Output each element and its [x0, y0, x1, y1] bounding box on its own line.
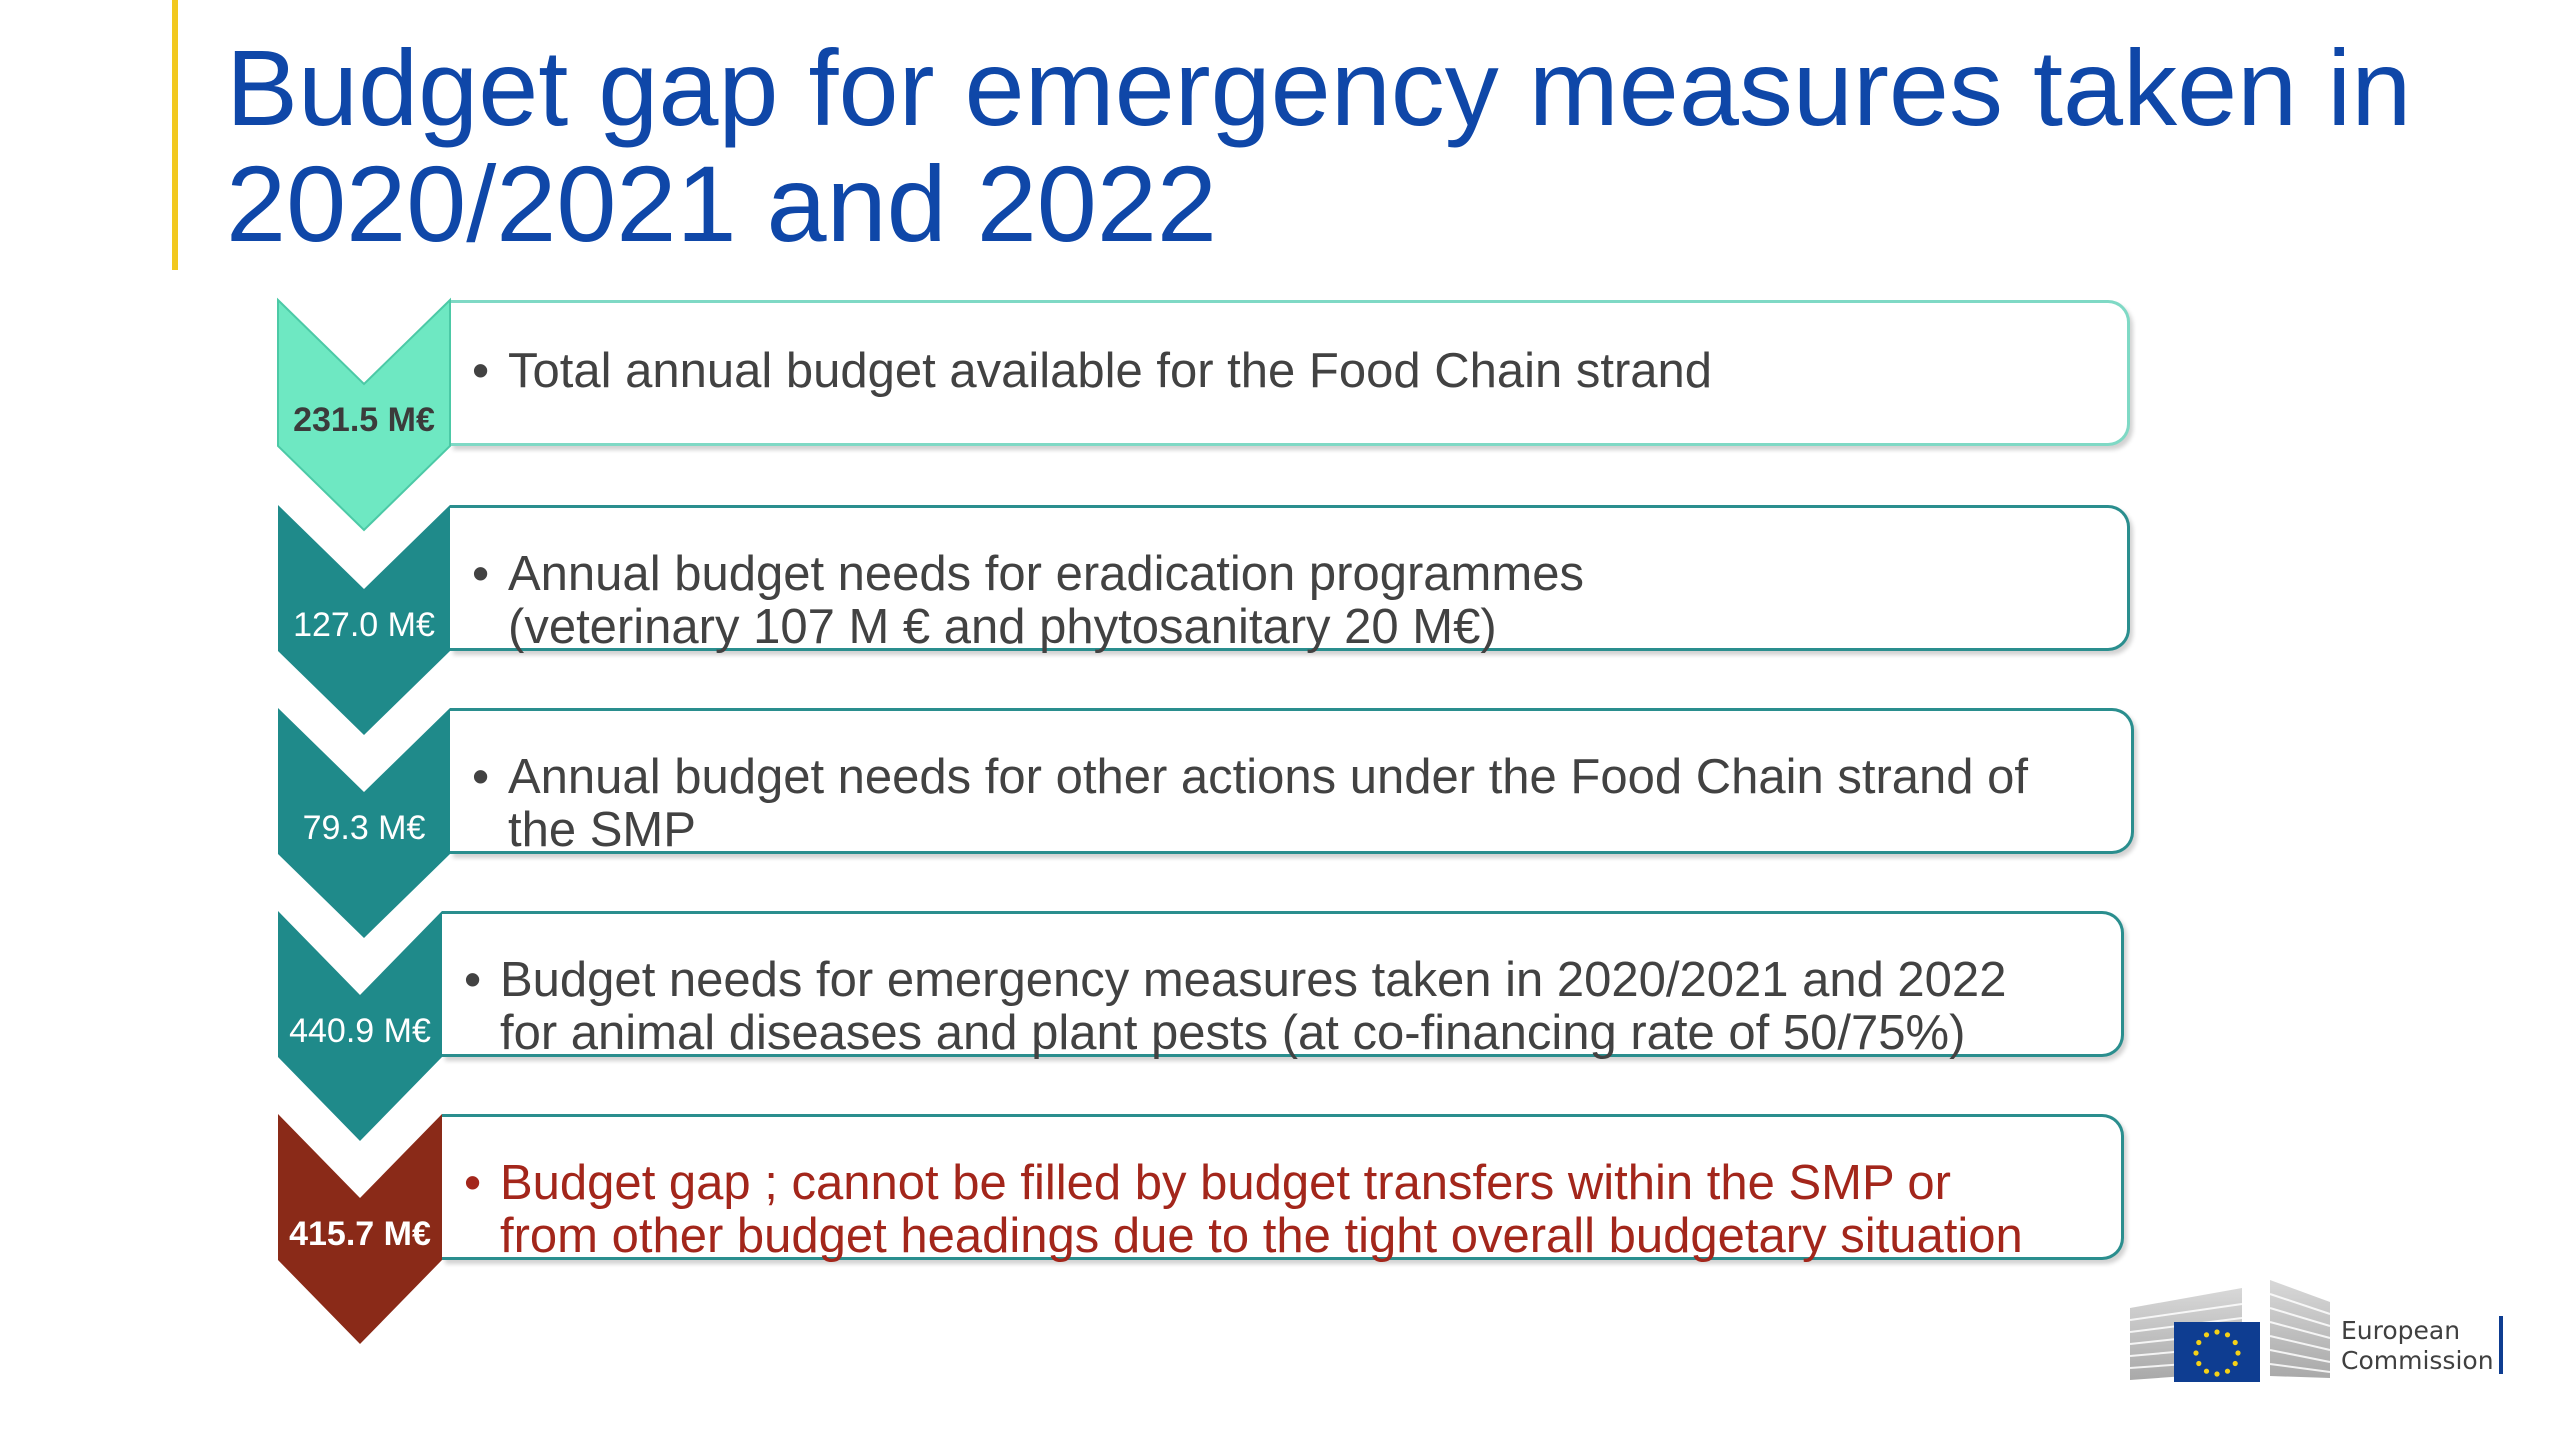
step-card-emergency-needs: • Budget needs for emergency measures ta…	[442, 911, 2124, 1060]
chevron-arrow-icon	[278, 911, 442, 1141]
title-accent-bar	[172, 0, 178, 270]
bullet-icon: •	[472, 344, 490, 398]
step-value-emergency-needs: 440.9 M€	[289, 1012, 431, 1050]
step-card-eradication: • Annual budget needs for eradication pr…	[450, 505, 2130, 654]
step-chevron-total-budget: 231.5 M€	[277, 297, 451, 532]
bullet-icon: •	[472, 547, 490, 601]
chevron-arrow-icon	[277, 297, 451, 532]
step-value-eradication: 127.0 M€	[293, 606, 435, 644]
step-line: Budget needs for emergency measures take…	[500, 953, 2007, 1007]
bullet-icon: •	[464, 953, 482, 1007]
step-line: Total annual budget available for the Fo…	[508, 344, 1713, 398]
step-card-budget-gap: • Budget gap ; cannot be filled by budge…	[442, 1114, 2124, 1263]
step-text-other-actions: • Annual budget needs for other actions …	[472, 751, 2115, 857]
step-line: for animal diseases and plant pests (at …	[500, 1006, 1966, 1060]
bullet-icon: •	[472, 750, 490, 804]
step-line: Annual budget needs for eradication prog…	[508, 547, 1584, 601]
step-chevron-eradication: 127.0 M€	[278, 505, 450, 735]
step-value-budget-gap: 415.7 M€	[289, 1215, 431, 1253]
step-line: Budget gap ; cannot be filled by budget …	[500, 1156, 1951, 1210]
step-text-budget-gap: • Budget gap ; cannot be filled by budge…	[464, 1157, 2105, 1263]
step-text-eradication: • Annual budget needs for eradication pr…	[472, 548, 2111, 654]
chevron-arrow-icon	[278, 505, 450, 735]
chevron-arrow-icon	[278, 708, 450, 938]
slide-title-line-1: Budget gap for emergency measures taken …	[226, 27, 2412, 148]
step-line: the SMP	[508, 803, 696, 857]
step-chevron-emergency-needs: 440.9 M€	[278, 911, 442, 1141]
logo-wordmark: European Commission	[2341, 1316, 2494, 1376]
step-line: Annual budget needs for other actions un…	[508, 750, 2029, 804]
logo-divider	[2499, 1316, 2503, 1374]
step-text-emergency-needs: • Budget needs for emergency measures ta…	[464, 954, 2105, 1060]
logo-line-1: European	[2341, 1316, 2461, 1345]
step-card-other-actions: • Annual budget needs for other actions …	[450, 708, 2134, 857]
chevron-arrow-icon	[278, 1114, 442, 1344]
step-chevron-budget-gap: 415.7 M€	[278, 1114, 442, 1344]
logo-line-2: Commission	[2341, 1346, 2494, 1375]
step-value-other-actions: 79.3 M€	[302, 809, 426, 847]
step-line: (veterinary 107 M € and phytosanitary 20…	[508, 600, 1497, 654]
european-commission-logo: European Commission	[2130, 1272, 2510, 1384]
step-chevron-other-actions: 79.3 M€	[278, 708, 450, 938]
step-value-total-budget: 231.5 M€	[293, 401, 435, 439]
step-line: from other budget headings due to the ti…	[500, 1209, 2023, 1263]
step-text-total-budget: • Total annual budget available for the …	[472, 345, 2111, 398]
eu-flag-icon	[2130, 1280, 2331, 1382]
step-card-total-budget: • Total annual budget available for the …	[450, 300, 2130, 446]
bullet-icon: •	[464, 1156, 482, 1210]
slide-title: Budget gap for emergency measures taken …	[226, 30, 2526, 262]
slide-title-line-2: 2020/2021 and 2022	[226, 143, 1217, 264]
